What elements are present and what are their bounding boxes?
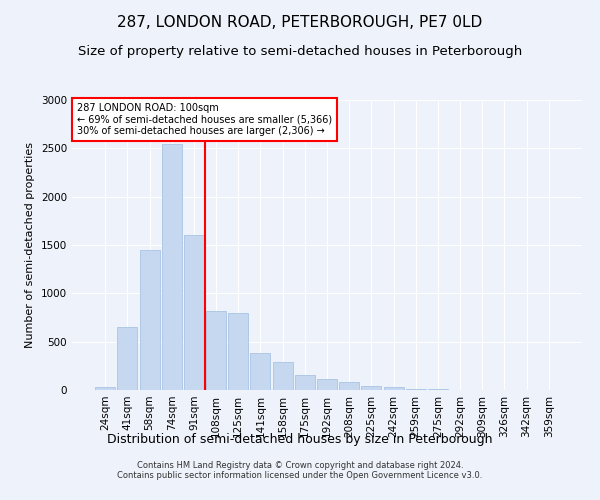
Bar — [272, 362, 293, 390]
Bar — [339, 382, 359, 390]
Text: 287 LONDON ROAD: 100sqm
← 69% of semi-detached houses are smaller (5,366)
30% of: 287 LONDON ROAD: 100sqm ← 69% of semi-de… — [77, 103, 332, 136]
Bar — [118, 327, 137, 390]
Bar — [162, 144, 182, 390]
Bar — [295, 375, 315, 390]
Bar — [428, 389, 448, 390]
Y-axis label: Number of semi-detached properties: Number of semi-detached properties — [25, 142, 35, 348]
Text: Size of property relative to semi-detached houses in Peterborough: Size of property relative to semi-detach… — [78, 45, 522, 58]
Text: 287, LONDON ROAD, PETERBOROUGH, PE7 0LD: 287, LONDON ROAD, PETERBOROUGH, PE7 0LD — [118, 15, 482, 30]
Bar — [95, 387, 115, 390]
Bar — [406, 389, 426, 390]
Bar — [383, 386, 404, 390]
Bar — [184, 236, 204, 390]
Bar — [317, 379, 337, 390]
Bar — [206, 310, 226, 390]
Bar — [140, 250, 160, 390]
Bar — [361, 386, 382, 390]
Text: Distribution of semi-detached houses by size in Peterborough: Distribution of semi-detached houses by … — [107, 432, 493, 446]
Bar — [250, 354, 271, 390]
Bar — [228, 312, 248, 390]
Text: Contains HM Land Registry data © Crown copyright and database right 2024.
Contai: Contains HM Land Registry data © Crown c… — [118, 460, 482, 480]
